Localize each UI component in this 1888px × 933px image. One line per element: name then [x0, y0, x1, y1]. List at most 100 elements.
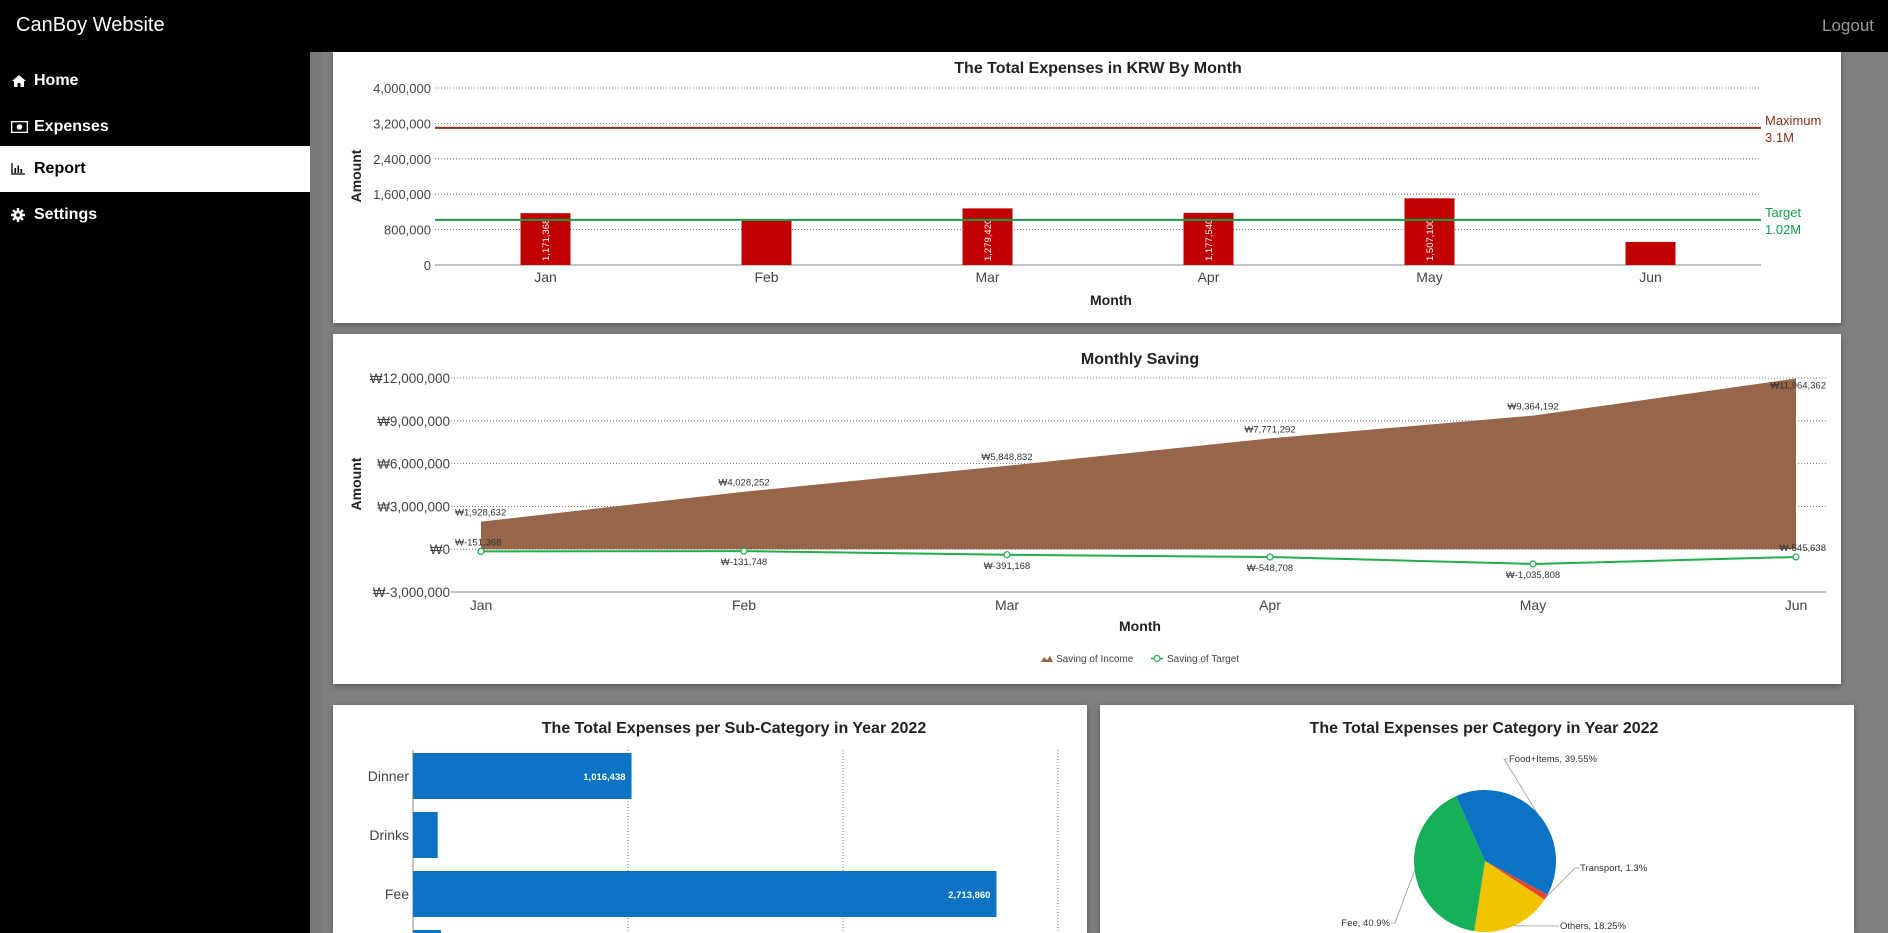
- x-tick-label: Feb: [754, 269, 778, 285]
- area-legend-icon: [1041, 656, 1053, 662]
- bar[interactable]: [413, 930, 441, 933]
- y-tick-label: ₩3,000,000: [377, 499, 450, 514]
- bar[interactable]: [413, 753, 632, 799]
- bar-next[interactable]: [413, 930, 441, 933]
- bar[interactable]: [962, 208, 1013, 265]
- bar[interactable]: [1625, 241, 1676, 265]
- bar-value-label: 1,171,368: [541, 219, 552, 261]
- gear-icon: [11, 208, 31, 222]
- chart-title: Monthly Saving: [1081, 351, 1199, 368]
- sidebar-item-settings[interactable]: Settings: [0, 192, 310, 238]
- reference-label: Maximum: [1765, 113, 1821, 128]
- app-title[interactable]: CanBoy Website: [16, 14, 165, 36]
- bar-may[interactable]: 1,507,100: [1404, 198, 1455, 265]
- pie-slice-transport[interactable]: [1485, 861, 1548, 900]
- x-tick-label: May: [1416, 269, 1442, 285]
- bar[interactable]: [413, 812, 438, 858]
- reference-value: 3.1M: [1765, 130, 1794, 145]
- chart-legend: Saving of Income Saving of Target: [1041, 654, 1239, 665]
- bar-fee[interactable]: Fee 2,713,860: [385, 871, 997, 917]
- bar-value-label: 2,713,860: [948, 890, 990, 901]
- money-icon: [11, 121, 31, 133]
- top-navbar: CanBoy Website Logout: [0, 0, 1888, 52]
- data-label: ₩7,771,292: [1244, 424, 1295, 435]
- bar-mar[interactable]: 1,279,420: [962, 208, 1013, 265]
- chart-title: The Total Expenses per Category in Year …: [1310, 720, 1659, 737]
- leader-line: [1503, 758, 1538, 813]
- legend-item-saving-of-target[interactable]: Saving of Target: [1151, 654, 1239, 665]
- expenses-by-month-panel: The Total Expenses in KRW By Month Month…: [333, 52, 1841, 323]
- saving-of-income-area[interactable]: [481, 378, 1796, 550]
- bar-jan[interactable]: 1,171,368: [520, 213, 571, 265]
- x-tick-label: Feb: [732, 597, 756, 613]
- bar[interactable]: [413, 871, 997, 917]
- leader-line: [1545, 867, 1579, 898]
- saving-of-target-line[interactable]: [480, 550, 1797, 565]
- marker-legend-icon: [1153, 654, 1161, 663]
- logout-link[interactable]: Logout: [1822, 16, 1874, 35]
- sidebar-item-report[interactable]: Report: [0, 146, 310, 192]
- data-label: ₩9,364,192: [1507, 402, 1558, 413]
- bar-dinner[interactable]: Dinner 1,016,438: [368, 753, 632, 799]
- bar-apr[interactable]: 1,177,540: [1183, 212, 1234, 265]
- data-label: ₩4,028,252: [718, 478, 769, 489]
- data-point[interactable]: [1529, 560, 1537, 568]
- bar-jun[interactable]: [1625, 241, 1676, 265]
- monthly-saving-chart: Monthly Saving Month Amount ₩1,928,632 ₩4…: [348, 351, 1826, 665]
- x-tick-label: May: [1520, 597, 1546, 613]
- bar[interactable]: [520, 213, 571, 265]
- bar-value-label: 1,507,100: [1425, 219, 1436, 261]
- data-point[interactable]: [1266, 553, 1274, 561]
- x-axis-label: Month: [1090, 292, 1132, 308]
- sidebar-item-label: Settings: [34, 206, 98, 223]
- home-icon: [11, 74, 31, 88]
- legend-item-saving-of-income[interactable]: Saving of Income: [1041, 654, 1134, 665]
- sidebar-item-label: Expenses: [34, 118, 109, 135]
- bar-drinks[interactable]: Drinks: [369, 812, 438, 858]
- y-tick-label: Dinner: [368, 768, 410, 784]
- leader-line: [1391, 870, 1416, 924]
- reference-value: 1.02M: [1765, 222, 1801, 237]
- bar[interactable]: [1183, 212, 1234, 265]
- pie-label: Transport, 1.3%: [1580, 863, 1648, 874]
- data-point[interactable]: [477, 547, 485, 555]
- data-point[interactable]: [1792, 553, 1800, 561]
- bar-value-label: 1,177,540: [1204, 219, 1215, 261]
- data-point[interactable]: [1003, 551, 1011, 559]
- pie-slice-food-items[interactable]: [1456, 790, 1556, 895]
- data-point[interactable]: [740, 547, 748, 555]
- sidebar-item-label: Report: [34, 160, 86, 177]
- legend-label: Saving of Income: [1056, 654, 1134, 665]
- y-tick-label: 1,600,000: [373, 187, 431, 202]
- reference-label: Target: [1765, 205, 1802, 220]
- expenses-by-month-chart: The Total Expenses in KRW By Month Month…: [348, 60, 1821, 308]
- sidebar-item-home[interactable]: Home: [0, 58, 310, 104]
- pie-slice-fee[interactable]: [1414, 796, 1485, 932]
- x-tick-label: Jan: [470, 597, 493, 613]
- x-tick-label: Mar: [995, 597, 1019, 613]
- data-label: ₩1,928,632: [455, 508, 506, 519]
- category-expenses-panel: The Total Expenses per Category in Year …: [1100, 705, 1854, 933]
- y-axis-label: Amount: [348, 149, 364, 202]
- y-tick-label: Drinks: [369, 827, 409, 843]
- chart-icon: [11, 163, 31, 175]
- x-tick-label: Mar: [975, 269, 999, 285]
- legend-label: Saving of Target: [1167, 654, 1239, 665]
- data-label: ₩-391,168: [984, 561, 1030, 572]
- chart-title: The Total Expenses in KRW By Month: [954, 60, 1241, 77]
- pie-slice-others[interactable]: [1474, 861, 1545, 932]
- chart-title: The Total Expenses per Sub-Category in Y…: [542, 720, 927, 737]
- y-tick-label: ₩0: [430, 542, 450, 557]
- y-tick-label: ₩6,000,000: [377, 457, 450, 472]
- category-expenses-chart: The Total Expenses per Category in Year …: [1310, 720, 1659, 932]
- bar-feb[interactable]: [741, 220, 792, 265]
- y-tick-label: ₩9,000,000: [377, 414, 450, 429]
- y-tick-label: 3,200,000: [373, 116, 431, 131]
- bar-value-label: 1,279,420: [983, 219, 994, 261]
- target-reference-line: Target 1.02M: [435, 205, 1802, 237]
- bar[interactable]: [1404, 198, 1455, 265]
- sidebar-item-expenses[interactable]: Expenses: [0, 104, 310, 150]
- y-tick-label: 0: [424, 258, 431, 273]
- bar[interactable]: [741, 220, 792, 265]
- y-tick-label: Fee: [385, 886, 409, 902]
